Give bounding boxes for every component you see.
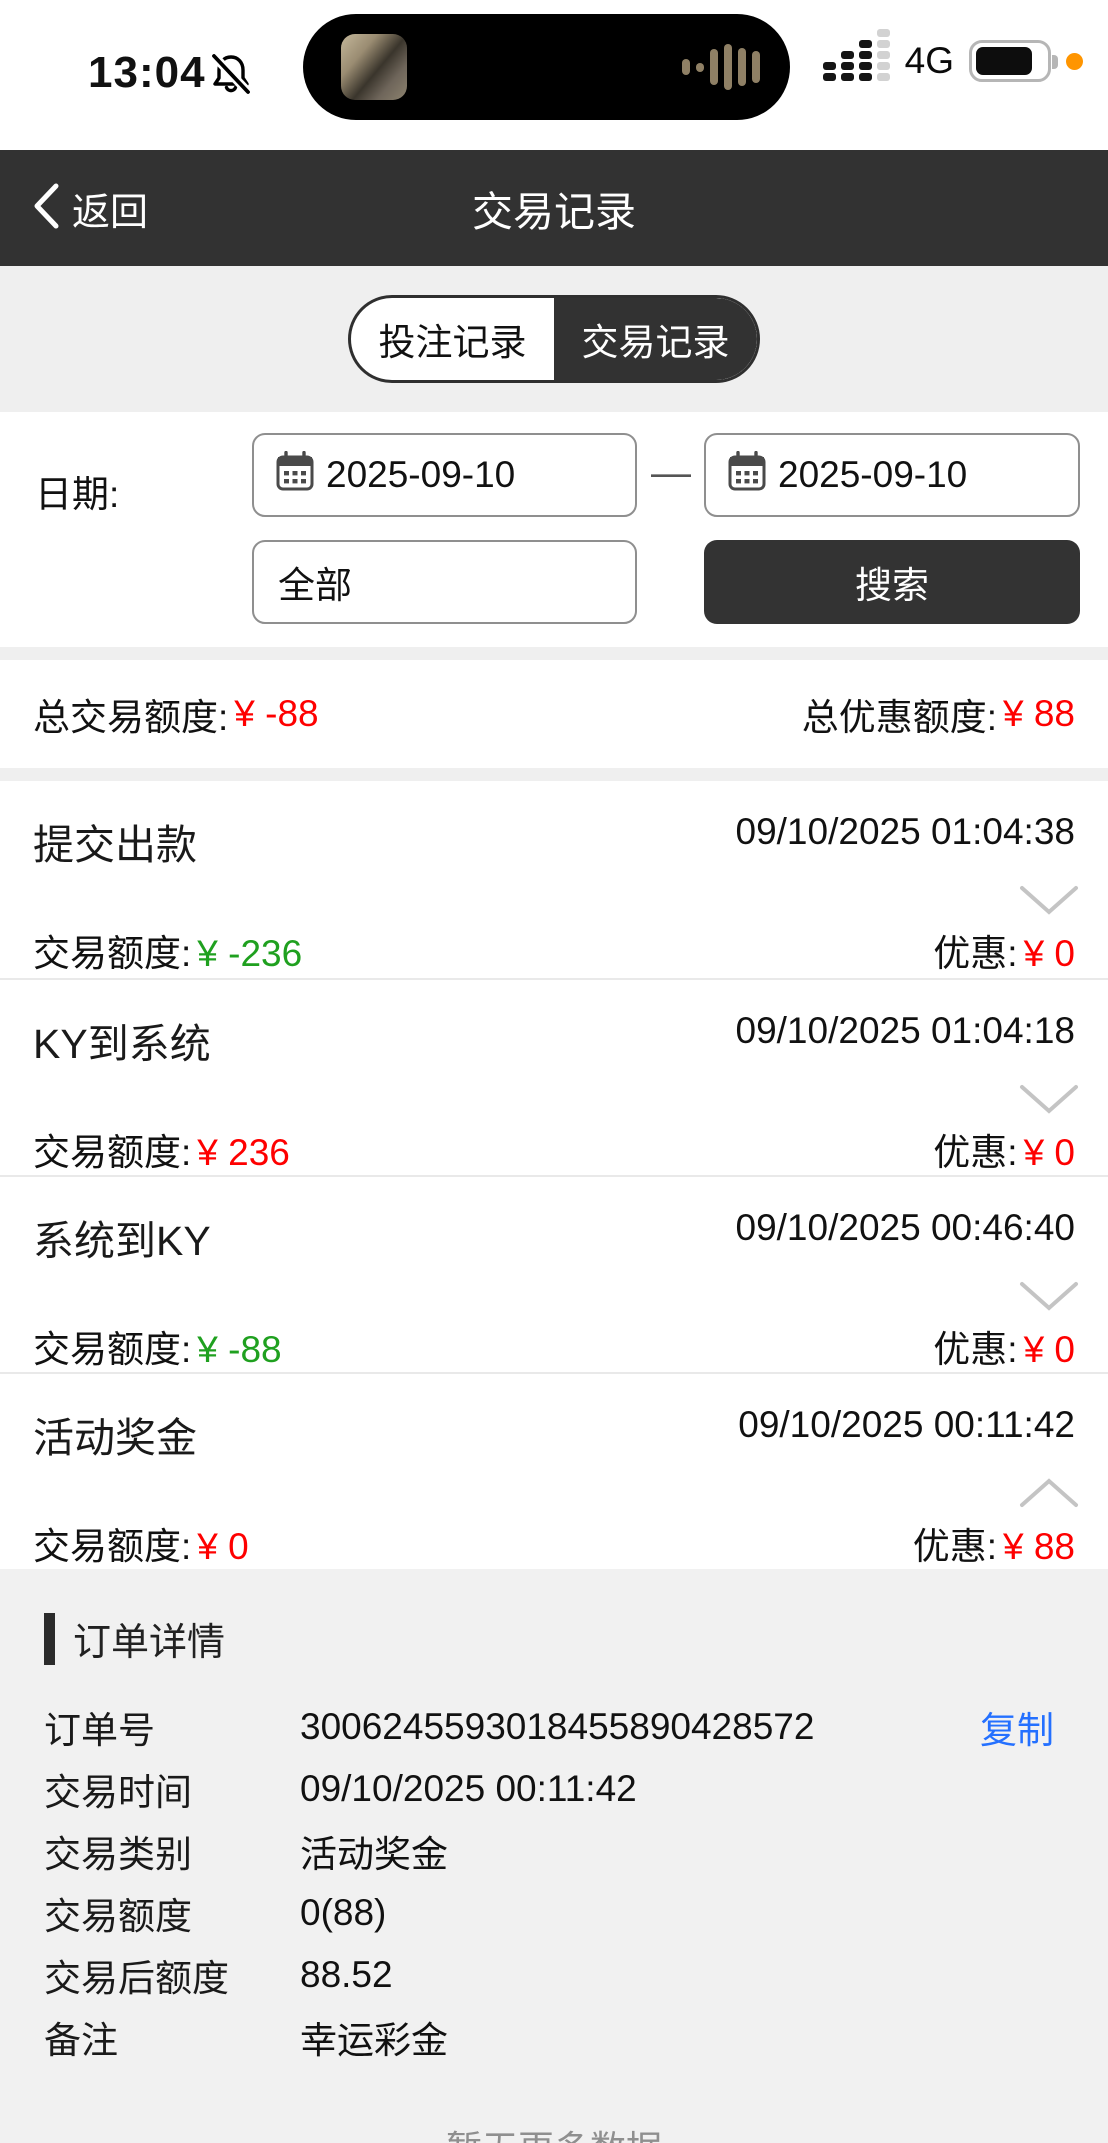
transaction-item[interactable]: 系统到KY 09/10/2025 00:46:40 交易额度: ¥ -88 优惠:… (0, 1175, 1108, 1372)
amount-label: 交易额度: (33, 1526, 192, 1567)
dynamic-island[interactable] (303, 14, 790, 120)
tab-transaction-records[interactable]: 交易记录 (554, 298, 757, 380)
date-from-value: 2025-09-10 (326, 454, 516, 495)
detail-row: 交易额度 0(88) (44, 1882, 1064, 1944)
section-divider (0, 768, 1108, 781)
discount-label: 优惠: (933, 933, 1018, 974)
amount-value: ¥ 0 (197, 1526, 249, 1567)
notifications-muted-icon (208, 52, 254, 103)
transaction-datetime: 09/10/2025 01:04:18 (735, 1010, 1076, 1051)
transaction-title: 系统到KY (33, 1218, 211, 1264)
detail-label: 交易时间 (44, 1772, 192, 1813)
transaction-title: KY到系统 (33, 1021, 211, 1067)
discount-value: ¥ 88 (1002, 1526, 1075, 1567)
status-time: 13:04 (88, 48, 206, 97)
search-button[interactable]: 搜索 (704, 540, 1080, 624)
detail-row: 备注 幸运彩金 (44, 2006, 1064, 2068)
cellular-signal-icon (822, 29, 890, 81)
discount-value: ¥ 0 (1023, 933, 1075, 974)
transaction-datetime: 09/10/2025 00:46:40 (735, 1207, 1076, 1248)
section-divider (0, 647, 1108, 660)
header-accent-bar (44, 1612, 55, 1665)
detail-label: 备注 (44, 2020, 118, 2061)
summary-row: 总交易额度: ¥ -88 总优惠额度: ¥ 88 (0, 660, 1108, 768)
page-title: 交易记录 (472, 189, 636, 235)
network-type-label: 4G (904, 40, 954, 81)
chevron-down-icon[interactable] (1018, 883, 1080, 922)
transaction-item-expanded[interactable]: 活动奖金 09/10/2025 00:11:42 交易额度: ¥ 0 优惠: ¥ 8… (0, 1372, 1108, 1569)
detail-row: 交易类别 活动奖金 (44, 1820, 1064, 1882)
transaction-datetime: 09/10/2025 00:11:42 (738, 1404, 1075, 1445)
transaction-title: 活动奖金 (33, 1415, 197, 1461)
detail-label: 交易后额度 (44, 1958, 229, 1999)
chevron-up-icon[interactable] (1018, 1476, 1080, 1515)
total-discount-value: ¥ 88 (1002, 693, 1075, 734)
chevron-left-icon (32, 182, 60, 235)
copy-button[interactable]: 复制 (980, 1710, 1054, 1751)
detail-value: 活动奖金 (300, 1834, 448, 1875)
tab-toggle-zone: 投注记录 交易记录 (0, 266, 1108, 412)
amount-label: 交易额度: (33, 1132, 192, 1173)
order-number-value: 3006245593018455890428572 (300, 1706, 815, 1747)
detail-value: 09/10/2025 00:11:42 (300, 1768, 637, 1809)
date-to-value: 2025-09-10 (778, 454, 968, 495)
transaction-item[interactable]: KY到系统 09/10/2025 01:04:18 交易额度: ¥ 236 优惠:… (0, 978, 1108, 1175)
detail-row: 交易时间 09/10/2025 00:11:42 (44, 1758, 1064, 1820)
amount-value: ¥ -236 (197, 933, 303, 974)
status-bar: 13:04 4G (0, 0, 1108, 150)
no-more-data-text: 暂无更多数据 (44, 2120, 1064, 2143)
discount-label: 优惠: (933, 1329, 1018, 1370)
pip-video-thumbnail[interactable] (341, 34, 407, 100)
back-label: 返回 (72, 191, 149, 234)
detail-label: 交易额度 (44, 1896, 192, 1937)
battery-icon (969, 40, 1058, 82)
tab-bet-records[interactable]: 投注记录 (378, 322, 527, 363)
amount-label: 交易额度: (33, 1329, 192, 1370)
order-detail-panel: 订单详情 订单号 3006245593018455890428572 复制 交易… (0, 1569, 1108, 2143)
total-trade-value: ¥ -88 (234, 693, 319, 734)
microphone-indicator-icon (1066, 52, 1083, 70)
detail-value: 0(88) (300, 1892, 387, 1933)
type-select-value: 全部 (278, 565, 352, 606)
calendar-icon (728, 450, 766, 500)
detail-row: 交易后额度 88.52 (44, 1944, 1064, 2006)
amount-value: ¥ 236 (197, 1132, 290, 1173)
date-to-input[interactable]: 2025-09-10 (704, 433, 1080, 517)
nav-bar: 返回 交易记录 (0, 150, 1108, 266)
back-button[interactable]: 返回 (32, 181, 148, 236)
detail-label: 交易类别 (44, 1834, 192, 1875)
type-select[interactable]: 全部 (252, 540, 637, 624)
discount-label: 优惠: (933, 1132, 1018, 1173)
detail-value: 88.52 (300, 1954, 393, 1995)
status-indicators: 4G (822, 29, 1083, 82)
filter-section: 日期: 2025-09-10 — (0, 412, 1108, 647)
calendar-icon (276, 450, 314, 500)
date-from-input[interactable]: 2025-09-10 (252, 433, 637, 517)
transaction-title: 提交出款 (33, 822, 197, 868)
amount-value: ¥ -88 (197, 1329, 282, 1370)
detail-label: 订单号 (44, 1710, 155, 1751)
date-label: 日期: (35, 474, 120, 515)
detail-value: 幸运彩金 (300, 2020, 448, 2061)
total-trade-label: 总交易额度: (33, 697, 229, 738)
detail-row: 订单号 3006245593018455890428572 复制 (44, 1696, 1064, 1758)
transaction-datetime: 09/10/2025 01:04:38 (735, 811, 1076, 852)
discount-label: 优惠: (912, 1526, 997, 1567)
discount-value: ¥ 0 (1023, 1132, 1075, 1173)
discount-value: ¥ 0 (1023, 1329, 1075, 1370)
record-type-toggle: 投注记录 交易记录 (348, 295, 760, 383)
order-detail-title: 订单详情 (73, 1622, 226, 1664)
audio-waveform-icon (682, 44, 760, 90)
transaction-item[interactable]: 提交出款 09/10/2025 01:04:38 交易额度: ¥ -236 优惠:… (0, 781, 1108, 978)
chevron-down-icon[interactable] (1018, 1279, 1080, 1318)
date-range-separator: — (651, 451, 691, 495)
chevron-down-icon[interactable] (1018, 1082, 1080, 1121)
total-discount-label: 总优惠额度: (801, 697, 997, 738)
amount-label: 交易额度: (33, 933, 192, 974)
